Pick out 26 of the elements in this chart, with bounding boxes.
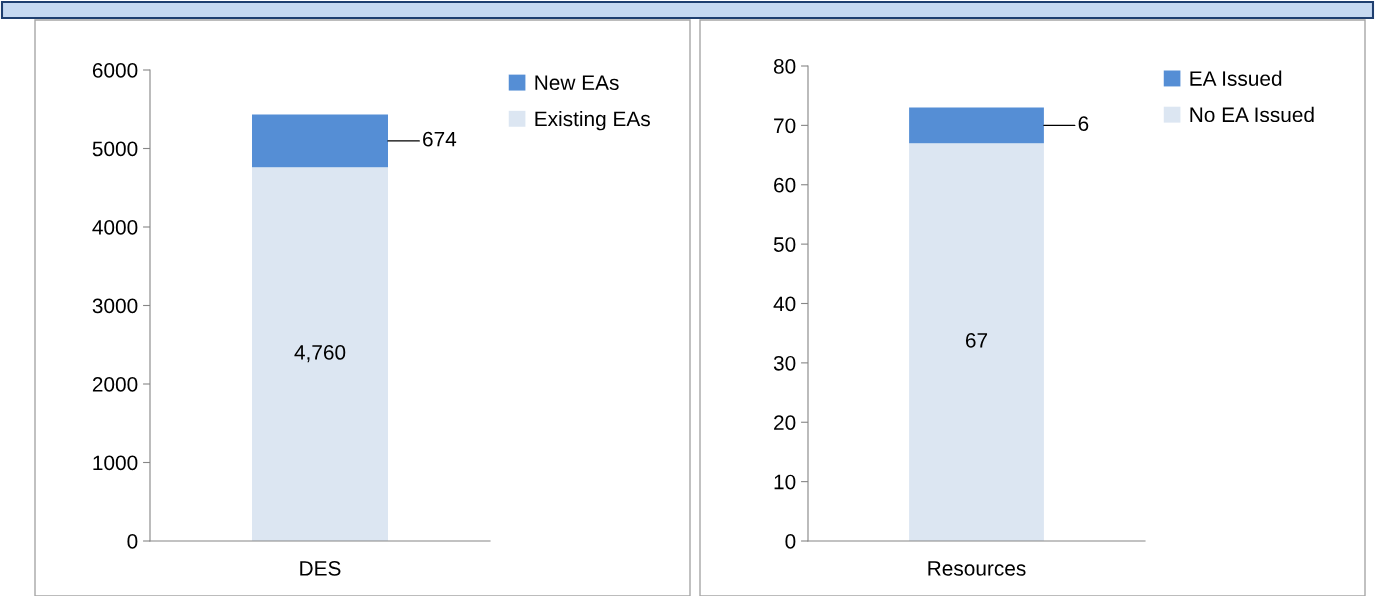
y-tick-label: 0 xyxy=(785,534,796,549)
y-tick-label: 50 xyxy=(773,237,796,252)
y-tick-label: 1000 xyxy=(93,455,138,471)
y-tick-label: 2000 xyxy=(92,377,138,392)
y-tick-label: 60 xyxy=(774,177,796,193)
y-tick-label: 40 xyxy=(773,296,796,312)
y-tick-label: 5000 xyxy=(92,141,138,157)
y-tick-label: 6000 xyxy=(92,63,138,78)
x-tick-label: Resources xyxy=(928,561,1026,576)
legend-label: Existing EAs xyxy=(535,110,650,131)
data-label: 4,760 xyxy=(294,345,346,363)
legend-label: No EA Issued xyxy=(1190,106,1314,123)
y-tick-label: 80 xyxy=(773,59,796,74)
y-tick-label: 4000 xyxy=(92,220,138,235)
y-tick-label: 20 xyxy=(774,415,796,430)
data-label: 674 xyxy=(423,131,457,147)
y-tick-label: 10 xyxy=(774,474,796,490)
x-tick-label: DES xyxy=(300,560,341,576)
data-label: 67 xyxy=(965,332,988,348)
legend-label: New EAs xyxy=(535,75,619,91)
data-label: 6 xyxy=(1078,116,1089,131)
y-tick-label: 0 xyxy=(127,534,138,549)
y-tick-label: 30 xyxy=(773,355,796,371)
y-tick-label: 70 xyxy=(774,118,796,134)
y-tick-label: 3000 xyxy=(92,298,138,314)
legend-label: EA Issued xyxy=(1190,70,1282,86)
